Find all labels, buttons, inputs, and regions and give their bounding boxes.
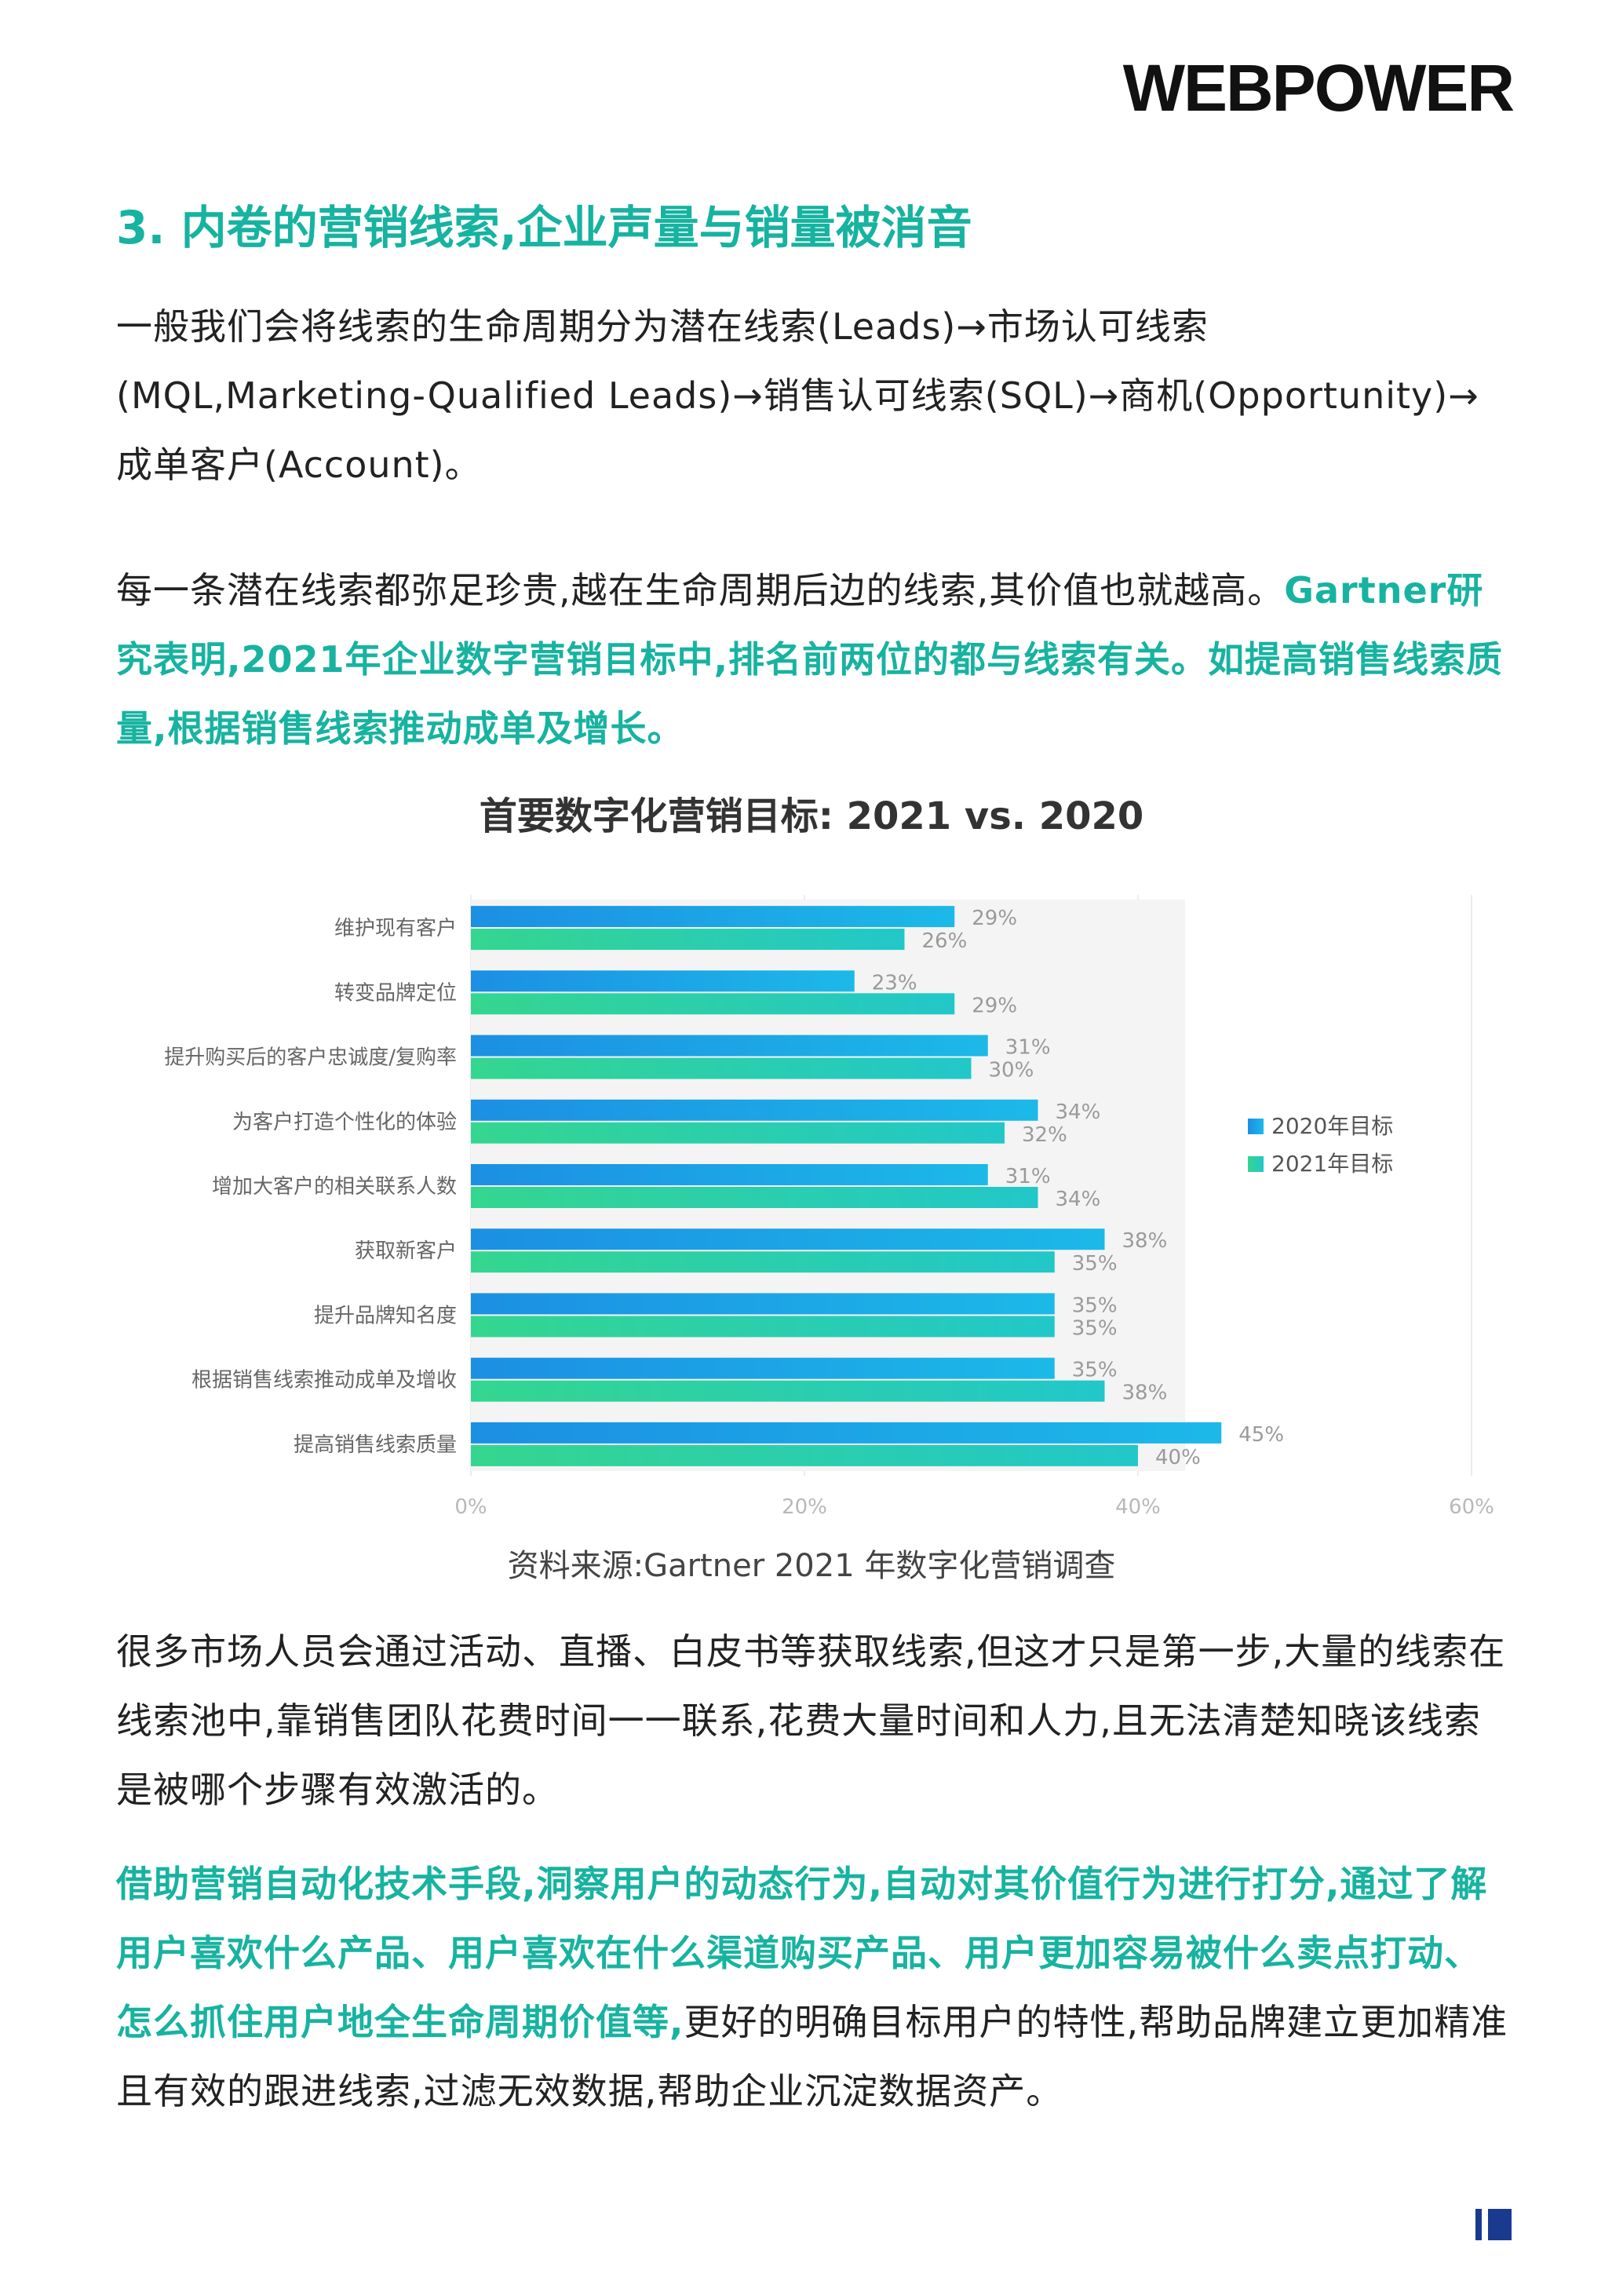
legend-label: 2021年目标 — [1271, 1151, 1393, 1177]
bar-2020 — [471, 1293, 1055, 1315]
bar-2021 — [471, 1380, 1105, 1402]
legend-label: 2020年目标 — [1271, 1113, 1393, 1139]
bar-value-label: 35% — [1072, 1316, 1118, 1340]
bar-value-label: 45% — [1238, 1423, 1284, 1447]
bar-value-label: 35% — [1072, 1359, 1118, 1382]
bar-value-label: 29% — [972, 907, 1017, 930]
bar-value-label: 35% — [1072, 1294, 1118, 1317]
category-label: 提升购买后的客户忠诚度/复购率 — [164, 1046, 457, 1070]
bar-2020 — [471, 1164, 988, 1185]
paragraph-text: 一般我们会将线索的生命周期分为潜在线索(Leads)→市场认可线索(MQL,Ma… — [116, 305, 1479, 486]
bar-2020 — [471, 970, 855, 992]
category-label: 获取新客户 — [355, 1239, 457, 1263]
category-label: 提升品牌知名度 — [314, 1304, 457, 1327]
webpower-logo: WEBPOWER — [1122, 51, 1515, 125]
bar-2021 — [471, 1122, 1005, 1144]
bar-value-label: 35% — [1072, 1252, 1118, 1276]
page-mark-icon — [1475, 2209, 1512, 2240]
bar-2021 — [471, 1251, 1055, 1273]
x-tick-label: 20% — [782, 1495, 827, 1515]
paragraph-gartner: 每一条潜在线索都弥足珍贵,越在生命周期后边的线索,其价值也就越高。Gartner… — [116, 556, 1513, 763]
paragraph-text: 更好的明确目标用户的特性,帮助品牌建立更加精准且有效的跟进线索,过滤无效数据,帮… — [116, 2001, 1508, 2112]
bar-value-label: 31% — [1005, 1036, 1051, 1060]
bar-2020 — [471, 1422, 1222, 1444]
bar-chart: 0% 20% 40% 60%维护现有客户 29%26%转变品牌定位 23%29%提升购买后… — [164, 895, 1494, 1515]
bar-value-label: 38% — [1122, 1229, 1168, 1253]
category-label: 根据销售线索推动成单及增收 — [191, 1369, 457, 1393]
category-label: 转变品牌定位 — [334, 981, 457, 1005]
x-tick-label: 0% — [454, 1495, 487, 1515]
legend-swatch — [1248, 1119, 1264, 1134]
bar-2020 — [471, 1035, 988, 1057]
bar-2020 — [471, 1099, 1038, 1121]
paragraph-text: 每一条潜在线索都弥足珍贵,越在生命周期后边的线索,其价值也就越高。 — [116, 569, 1285, 611]
bar-2021 — [471, 1187, 1038, 1208]
chart-title: 首要数字化营销目标: 2021 vs. 2020 — [479, 794, 1144, 838]
highlight-text: Gartner研究表明,2021年企业数字营销目标中,排名前两位的都与线索有关。… — [116, 569, 1503, 750]
bar-2021 — [471, 1316, 1055, 1338]
x-tick-label: 40% — [1115, 1495, 1161, 1515]
bar-2020 — [471, 1357, 1055, 1379]
bar-value-label: 29% — [972, 994, 1017, 1017]
bar-2020 — [471, 1228, 1105, 1250]
bar-2021 — [471, 1057, 972, 1079]
bar-value-label: 26% — [922, 929, 968, 953]
bar-value-label: 34% — [1056, 1188, 1101, 1211]
paragraph-lead-lifecycle: 一般我们会将线索的生命周期分为潜在线索(Leads)→市场认可线索(MQL,Ma… — [116, 292, 1513, 499]
bar-value-label: 23% — [872, 971, 917, 995]
section-title: 3. 内卷的营销线索,企业声量与销量被消音 — [116, 201, 972, 254]
bar-value-label: 30% — [989, 1059, 1034, 1082]
bar-value-label: 34% — [1056, 1101, 1101, 1124]
bar-2021 — [471, 1444, 1138, 1466]
bar-value-label: 40% — [1155, 1446, 1201, 1469]
category-label: 增加大客户的相关联系人数 — [212, 1175, 457, 1199]
bar-2021 — [471, 993, 955, 1015]
chart-source-caption: 资料来源:Gartner 2021 年数字化营销调查 — [507, 1548, 1116, 1584]
bar-value-label: 32% — [1022, 1123, 1067, 1147]
paragraph-marketing-automation: 借助营销自动化技术手段,洞察用户的动态行为,自动对其价值行为进行打分,通过了解用… — [116, 1849, 1513, 2126]
category-label: 提高销售线索质量 — [294, 1433, 457, 1457]
bar-value-label: 38% — [1122, 1382, 1168, 1405]
paragraph-text: 很多市场人员会通过活动、直播、白皮书等获取线索,但这才只是第一步,大量的线索在线… — [116, 1630, 1506, 1811]
bar-value-label: 31% — [1005, 1165, 1051, 1188]
paragraph-lead-acquisition: 很多市场人员会通过活动、直播、白皮书等获取线索,但这才只是第一步,大量的线索在线… — [116, 1617, 1513, 1824]
legend-swatch — [1248, 1156, 1264, 1172]
highlight-text: 借助营销自动化技术手段,洞察用户的动态行为,自动对其价值行为进行打分,通过了解用… — [116, 1863, 1488, 2043]
bar-2020 — [471, 906, 955, 928]
bar-2021 — [471, 929, 905, 951]
category-label: 为客户打造个性化的体验 — [232, 1111, 457, 1134]
category-label: 维护现有客户 — [334, 917, 457, 940]
x-tick-label: 60% — [1449, 1495, 1494, 1515]
